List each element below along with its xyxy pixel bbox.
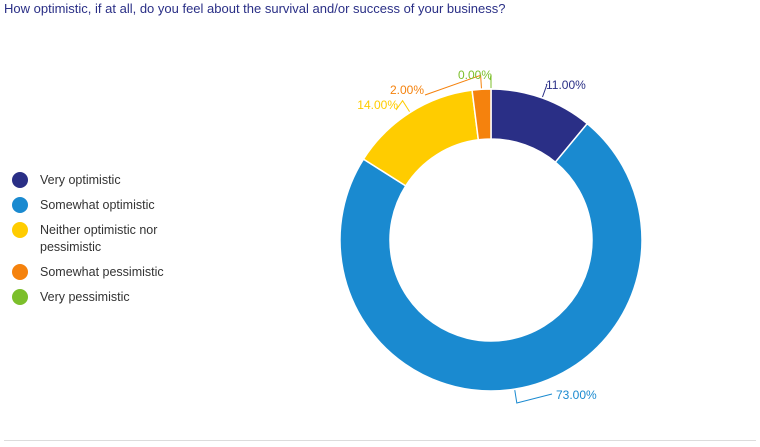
legend-swatch-neither [12,222,28,238]
legend-item-somewhat-optimistic: Somewhat optimistic [12,197,212,214]
data-label-neither: 14.00% [357,98,398,112]
legend-label-neither: Neither optimistic nor pessimistic [40,223,158,254]
bottom-divider [4,440,756,441]
legend-label-very-optimistic: Very optimistic [40,173,121,187]
data-label-somewhat-pessimistic: 2.00% [390,83,424,97]
legend-item-neither: Neither optimistic nor pessimistic [12,222,212,256]
chart-title: How optimistic, if at all, do you feel a… [4,1,506,16]
legend-label-somewhat-optimistic: Somewhat optimistic [40,198,155,212]
legend-swatch-very-pessimistic [12,289,28,305]
leader-line-very-optimistic [542,83,548,98]
data-label-somewhat-optimistic: 73.00% [556,388,597,402]
data-label-very-optimistic: 11.00% [546,78,586,92]
chart-legend: Very optimistic Somewhat optimistic Neit… [12,172,212,314]
legend-label-very-pessimistic: Very pessimistic [40,290,130,304]
legend-swatch-very-optimistic [12,172,28,188]
leader-line-somewhat-pessimistic [424,74,482,96]
donut-slice-somewhat-pessimistic [471,88,492,141]
legend-item-very-optimistic: Very optimistic [12,172,212,189]
legend-item-very-pessimistic: Very pessimistic [12,289,212,306]
legend-label-somewhat-pessimistic: Somewhat pessimistic [40,265,164,279]
legend-swatch-somewhat-optimistic [12,197,28,213]
donut-slice-somewhat-optimistic [339,122,643,392]
data-label-very-pessimistic: 0.00% [458,68,492,82]
legend-swatch-somewhat-pessimistic [12,264,28,280]
leader-line-somewhat-optimistic [514,390,553,404]
leader-line-neither [395,99,410,112]
leader-line-very-pessimistic [489,74,492,88]
legend-item-somewhat-pessimistic: Somewhat pessimistic [12,264,212,281]
